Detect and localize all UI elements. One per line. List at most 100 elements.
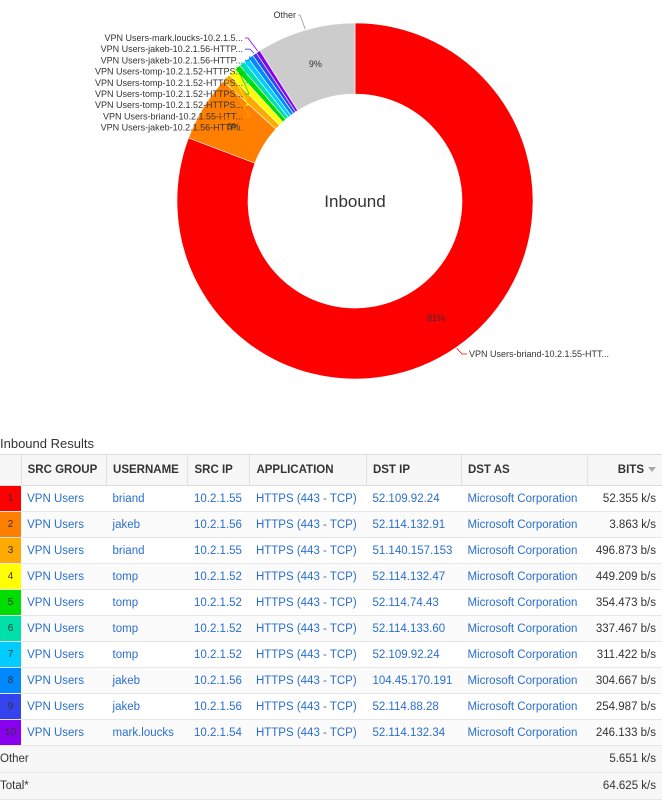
callout-leader-line — [298, 14, 306, 30]
callout-leader-line — [240, 62, 251, 84]
column-header-dst-ip[interactable]: DST IP — [365, 454, 462, 486]
application-cell[interactable]: HTTPS (443 - TCP) — [249, 563, 367, 590]
src-ip-cell[interactable]: 10.2.1.56 — [187, 693, 250, 720]
table-row: 5 VPN Users tomp 10.2.1.52 HTTPS (443 - TCP)… — [0, 589, 662, 616]
src-group-cell[interactable]: VPN Users — [21, 693, 107, 720]
table-row: 9 VPN Users jakeb 10.2.1.56 HTTPS (443 - TCP… — [0, 693, 662, 720]
dst-as-cell[interactable]: Microsoft Corporation — [461, 537, 588, 564]
application-cell[interactable]: HTTPS (443 - TCP) — [249, 485, 367, 512]
username-cell[interactable]: tomp — [106, 615, 188, 642]
src-ip-cell[interactable]: 10.2.1.55 — [187, 537, 250, 564]
dst-ip-cell[interactable]: 52.109.92.24 — [366, 641, 462, 668]
application-cell[interactable]: HTTPS (443 - TCP) — [249, 719, 367, 746]
slice-percent-label: 9% — [309, 59, 322, 69]
username-cell[interactable]: jakeb — [106, 693, 188, 720]
column-header-src-ip[interactable]: SRC IP — [187, 454, 250, 486]
src-group-cell[interactable]: VPN Users — [21, 641, 107, 668]
bits-cell: 496.873 b/s — [587, 537, 662, 564]
bits-cell: 52.355 k/s — [587, 485, 662, 512]
application-cell[interactable]: HTTPS (443 - TCP) — [249, 693, 367, 720]
slice-percent-label: 6% — [227, 122, 240, 132]
dst-as-cell[interactable]: Microsoft Corporation — [461, 693, 588, 720]
username-cell[interactable]: briand — [106, 537, 188, 564]
dst-as-cell[interactable]: Microsoft Corporation — [461, 563, 588, 590]
bits-cell: 304.667 b/s — [587, 667, 662, 694]
dst-as-cell[interactable]: Microsoft Corporation — [461, 485, 588, 512]
src-group-cell[interactable]: VPN Users — [21, 563, 107, 590]
column-header-bits[interactable]: BITS — [586, 454, 662, 486]
src-ip-cell[interactable]: 10.2.1.52 — [187, 615, 250, 642]
callout-leader-line — [202, 107, 250, 128]
src-group-cell[interactable]: VPN Users — [21, 485, 107, 512]
username-cell[interactable]: tomp — [106, 641, 188, 668]
src-group-cell[interactable]: VPN Users — [21, 511, 107, 538]
slice-callout-label: VPN Users-briand-10.2.1.55-HTT... — [469, 349, 609, 359]
dst-ip-cell[interactable]: 52.114.132.34 — [366, 719, 462, 746]
dst-ip-cell[interactable]: 52.114.74.43 — [366, 589, 462, 616]
src-ip-cell[interactable]: 10.2.1.54 — [187, 719, 250, 746]
bits-cell: 354.473 b/s — [587, 589, 662, 616]
callout-leader-line — [231, 71, 249, 106]
application-cell[interactable]: HTTPS (443 - TCP) — [249, 615, 367, 642]
username-cell[interactable]: mark.loucks — [106, 719, 188, 746]
src-ip-cell[interactable]: 10.2.1.56 — [187, 511, 250, 538]
dst-as-cell[interactable]: Microsoft Corporation — [461, 641, 588, 668]
bits-header-label: BITS — [617, 464, 644, 476]
sort-desc-icon[interactable] — [648, 467, 656, 473]
application-cell[interactable]: HTTPS (443 - TCP) — [249, 537, 367, 564]
table-row: 3 VPN Users briand 10.2.1.55 HTTPS (443 - TC… — [0, 537, 662, 564]
dst-ip-cell[interactable]: 52.114.133.60 — [366, 615, 462, 642]
src-group-cell[interactable]: VPN Users — [21, 667, 107, 694]
rank-color-badge: 3 — [0, 537, 22, 564]
src-ip-cell[interactable]: 10.2.1.52 — [187, 563, 250, 590]
rank-color-badge: 4 — [0, 563, 22, 590]
dst-as-cell[interactable]: Microsoft Corporation — [461, 511, 588, 538]
column-header-application[interactable]: APPLICATION — [249, 454, 367, 486]
total-row-label: Total* — [0, 772, 588, 800]
donut-slice[interactable] — [176, 22, 534, 380]
dst-ip-cell[interactable]: 104.45.170.191 — [366, 667, 462, 694]
username-cell[interactable]: tomp — [106, 563, 188, 590]
application-cell[interactable]: HTTPS (443 - TCP) — [249, 589, 367, 616]
dst-ip-cell[interactable]: 51.140.157.153 — [366, 537, 462, 564]
dst-as-cell[interactable]: Microsoft Corporation — [461, 719, 588, 746]
slice-percent-label: 81% — [427, 313, 445, 323]
src-group-cell[interactable]: VPN Users — [21, 589, 107, 616]
slice-callout-label: VPN Users-tomp-10.2.1.52-HTTPS... — [95, 100, 243, 110]
donut-slice[interactable] — [259, 22, 356, 111]
src-ip-cell[interactable]: 10.2.1.56 — [187, 667, 250, 694]
dst-as-cell[interactable]: Microsoft Corporation — [461, 615, 588, 642]
dst-ip-cell[interactable]: 52.114.132.47 — [366, 563, 462, 590]
other-row-bits: 5.651 k/s — [587, 745, 662, 773]
username-cell[interactable]: jakeb — [106, 511, 188, 538]
src-group-cell[interactable]: VPN Users — [21, 615, 107, 642]
src-group-cell[interactable]: VPN Users — [21, 719, 107, 746]
username-cell[interactable]: tomp — [106, 589, 188, 616]
total-row-bits: 64.625 k/s — [587, 772, 662, 800]
dst-ip-cell[interactable]: 52.114.88.28 — [366, 693, 462, 720]
slice-callout-label: VPN Users-jakeb-10.2.1.56-HTTP... — [101, 55, 243, 65]
dst-ip-cell[interactable]: 52.114.132.91 — [366, 511, 462, 538]
username-cell[interactable]: briand — [106, 485, 188, 512]
column-header-dst-as[interactable]: DST AS — [460, 454, 588, 486]
application-cell[interactable]: HTTPS (443 - TCP) — [249, 641, 367, 668]
username-cell[interactable]: jakeb — [106, 667, 188, 694]
application-cell[interactable]: HTTPS (443 - TCP) — [249, 511, 367, 538]
dst-as-cell[interactable]: Microsoft Corporation — [461, 589, 588, 616]
dst-ip-cell[interactable]: 52.109.92.24 — [366, 485, 462, 512]
dst-as-cell[interactable]: Microsoft Corporation — [461, 667, 588, 694]
bits-cell: 254.987 b/s — [587, 693, 662, 720]
total-row: Total* 64.625 k/s — [0, 772, 662, 800]
slice-callout-label: VPN Users-tomp-10.2.1.52-HTTPS... — [95, 89, 243, 99]
application-cell[interactable]: HTTPS (443 - TCP) — [249, 667, 367, 694]
src-ip-cell[interactable]: 10.2.1.55 — [187, 485, 250, 512]
column-header-username[interactable]: USERNAME — [106, 454, 188, 486]
bits-cell: 449.209 b/s — [587, 563, 662, 590]
column-header-src-group[interactable]: SRC GROUP — [20, 454, 107, 486]
table-row: 10 VPN Users mark.loucks 10.2.1.54 HTTPS (44… — [0, 719, 662, 746]
src-group-cell[interactable]: VPN Users — [21, 537, 107, 564]
table-row: 7 VPN Users tomp 10.2.1.52 HTTPS (443 - TCP)… — [0, 641, 662, 668]
table-row: 2 VPN Users jakeb 10.2.1.56 HTTPS (443 - TCP… — [0, 511, 662, 538]
src-ip-cell[interactable]: 10.2.1.52 — [187, 589, 250, 616]
src-ip-cell[interactable]: 10.2.1.52 — [187, 641, 250, 668]
